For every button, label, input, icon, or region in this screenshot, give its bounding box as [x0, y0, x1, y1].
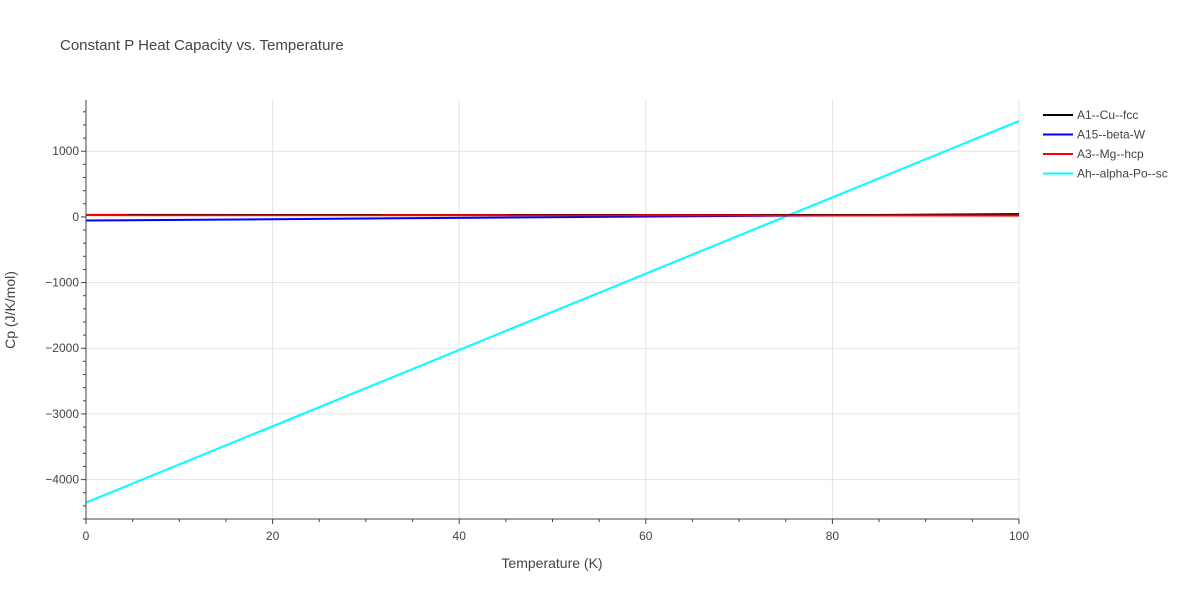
x-axis-title: Temperature (K): [501, 555, 602, 571]
legend[interactable]: A1--Cu--fcc A15--beta-W A3--Mg--hcp Ah--alp…: [1043, 108, 1168, 181]
chart-title: Constant P Heat Capacity vs. Temperature: [60, 37, 344, 54]
legend-item[interactable]: A1--Cu--fcc: [1043, 108, 1138, 122]
legend-label: A15--beta-W: [1077, 128, 1146, 142]
x-tick-label: 60: [639, 529, 653, 543]
y-axis-title: Cp (J/K/mol): [2, 271, 18, 349]
y-tick-label: −1000: [45, 276, 79, 290]
y-tick-label: −4000: [45, 473, 79, 487]
legend-label: A3--Mg--hcp: [1077, 147, 1144, 161]
y-tick-label: 1000: [52, 144, 79, 158]
x-tick-label: 0: [83, 529, 90, 543]
legend-item[interactable]: Ah--alpha-Po--sc: [1043, 167, 1168, 181]
y-tick-label: −3000: [45, 407, 79, 421]
legend-label: A1--Cu--fcc: [1077, 108, 1138, 122]
y-tick-label: −2000: [45, 341, 79, 355]
tick-labels: 0 20 40 60 80 100 −4000 −3000 −2000 −1000 0 1000: [45, 144, 1029, 543]
y-tick-label: 0: [72, 210, 79, 224]
x-tick-label: 80: [826, 529, 840, 543]
x-tick-label: 100: [1009, 529, 1029, 543]
legend-item[interactable]: A15--beta-W: [1043, 128, 1146, 142]
grid: [86, 100, 1019, 519]
series-line-ah-alpha-po-sc: [86, 121, 1019, 503]
series-lines: [86, 121, 1019, 503]
legend-label: Ah--alpha-Po--sc: [1077, 167, 1168, 181]
x-tick-label: 40: [453, 529, 467, 543]
x-tick-label: 20: [266, 529, 280, 543]
legend-item[interactable]: A3--Mg--hcp: [1043, 147, 1144, 161]
